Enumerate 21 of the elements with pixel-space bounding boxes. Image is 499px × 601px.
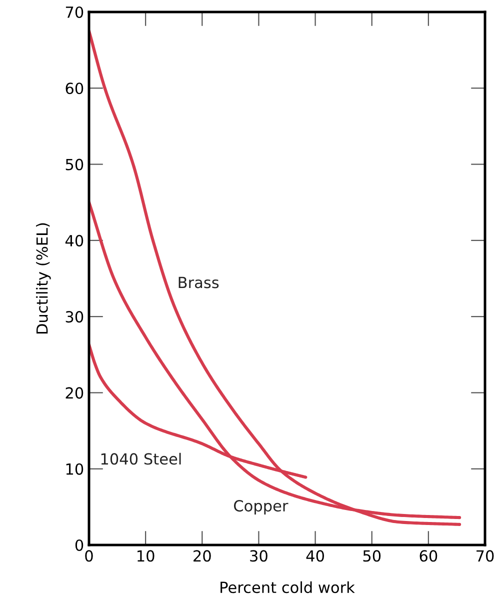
series-label: Brass: [178, 276, 219, 288]
y-tick-label: 20: [66, 387, 84, 399]
y-tick-label: 30: [66, 311, 84, 323]
y-tick-label: 0: [75, 539, 84, 552]
y-tick-label: 70: [66, 6, 84, 18]
x-tick-label: 30: [250, 550, 268, 562]
x-tick-label: 40: [306, 550, 324, 562]
series-label: 1040 Steel: [101, 452, 181, 465]
y-tick-label: 50: [66, 158, 84, 170]
y-tick-label: 40: [65, 234, 84, 246]
x-axis-title: Percent cold work: [220, 581, 355, 594]
y-axis-title: Ductility (%EL): [36, 223, 51, 334]
x-tick-label: 70: [476, 550, 494, 562]
x-tick-label: 20: [194, 550, 211, 562]
series-label: Copper: [234, 500, 288, 515]
x-tick-label: 50: [363, 550, 381, 562]
x-tick-label: 0: [85, 550, 93, 562]
x-tick-label: 60: [420, 550, 438, 562]
x-tick-label: 10: [138, 550, 154, 562]
y-tick-label: 60: [66, 82, 84, 94]
y-tick-label: 10: [66, 463, 84, 475]
